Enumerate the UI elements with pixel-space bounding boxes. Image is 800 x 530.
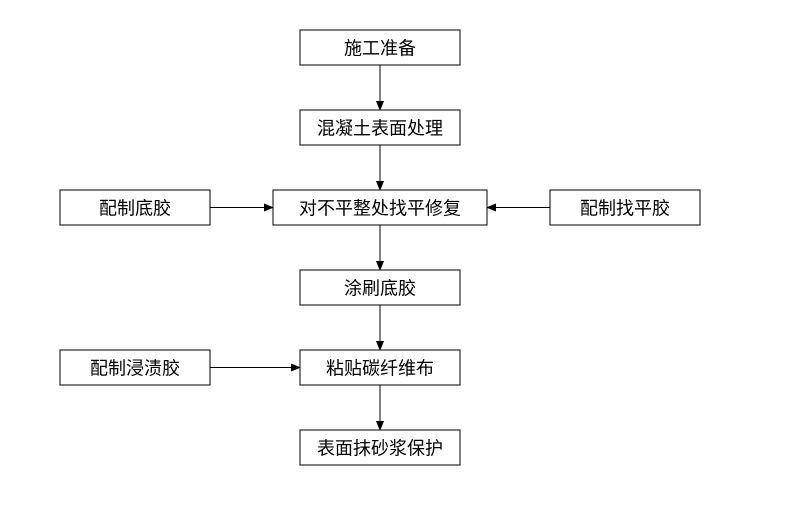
node-label: 表面抹砂浆保护 xyxy=(317,439,443,459)
node-label: 粘贴碳纤维布 xyxy=(326,359,434,379)
flowchart-canvas: 施工准备混凝土表面处理对不平整处找平修复涂刷底胶粘贴碳纤维布表面抹砂浆保护 配制底… xyxy=(0,0,800,530)
node-label: 配制浸渍胶 xyxy=(90,359,180,379)
flow-node-s2: 配制找平胶 xyxy=(550,190,700,225)
flow-node-n3: 对不平整处找平修复 xyxy=(273,190,487,225)
node-label: 对不平整处找平修复 xyxy=(299,199,461,219)
node-label: 混凝土表面处理 xyxy=(317,119,443,139)
node-label: 配制底胶 xyxy=(99,199,171,219)
flow-node-n4: 涂刷底胶 xyxy=(300,270,460,305)
node-label: 配制找平胶 xyxy=(580,199,670,219)
node-label: 施工准备 xyxy=(344,39,416,59)
node-label: 涂刷底胶 xyxy=(344,279,416,299)
flow-node-n6: 表面抹砂浆保护 xyxy=(300,430,460,465)
flow-node-n5: 粘贴碳纤维布 xyxy=(300,350,460,385)
flow-node-s3: 配制浸渍胶 xyxy=(60,350,210,385)
flow-node-s1: 配制底胶 xyxy=(60,190,210,225)
flow-node-n1: 施工准备 xyxy=(300,30,460,65)
flow-node-n2: 混凝土表面处理 xyxy=(300,110,460,145)
